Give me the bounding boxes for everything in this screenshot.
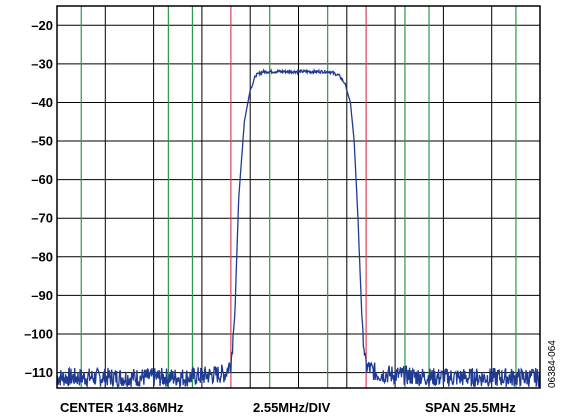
y-tick-label: –30 [31,56,53,71]
y-tick-label: –100 [24,326,53,341]
plot-frame [56,5,541,389]
division-label: 2.55MHz/DIV [253,400,331,415]
y-tick-label: –70 [31,211,53,226]
y-tick-label: –90 [31,288,53,303]
y-tick-label: –20 [31,18,53,33]
frequency-markers [80,6,517,388]
spectrum-trace [56,67,541,389]
y-tick-labels: –20 –30 –40 –50 –60 –70 –80 –90 –100 –110 [24,18,53,380]
figure-id: 06384-064 [547,340,558,388]
grid [57,6,540,388]
center-frequency-label: CENTER 143.86MHz [60,400,184,415]
y-tick-label: –110 [25,365,53,380]
y-tick-label: –80 [31,249,53,264]
y-tick-label: –50 [31,134,53,149]
y-tick-label: –40 [31,95,53,110]
y-tick-label: –60 [31,172,53,187]
span-label: SPAN 25.5MHz [425,400,516,415]
